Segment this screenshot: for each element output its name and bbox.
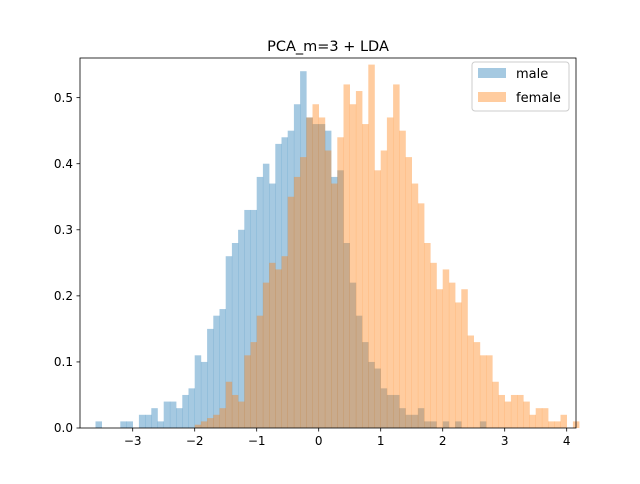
- bar-female: [306, 117, 313, 428]
- bar-female: [244, 355, 251, 428]
- legend-swatch-male: [478, 68, 506, 78]
- bar-female: [238, 402, 245, 428]
- bar-female: [387, 117, 394, 428]
- bar-female: [213, 415, 220, 428]
- bar-female: [437, 289, 444, 428]
- x-tick-label: 0: [315, 434, 323, 448]
- bar-male: [96, 421, 103, 428]
- bar-female: [337, 137, 344, 428]
- bar-female: [226, 382, 233, 428]
- bar-female: [275, 269, 282, 428]
- bar-female: [282, 256, 289, 428]
- bar-female: [449, 283, 456, 428]
- bar-male: [182, 395, 189, 428]
- bar-female: [468, 336, 475, 429]
- y-tick-label: 0.3: [54, 223, 73, 237]
- bar-female: [251, 342, 258, 428]
- bar-female: [517, 395, 524, 428]
- bar-female: [399, 131, 406, 428]
- bar-female: [554, 421, 561, 428]
- x-tick-label: −1: [248, 434, 266, 448]
- bar-female: [455, 302, 462, 428]
- bar-female: [561, 415, 568, 428]
- bar-female: [381, 151, 388, 429]
- bar-male: [238, 230, 245, 428]
- bar-female: [474, 342, 481, 428]
- bar-female: [511, 395, 518, 428]
- bar-female: [201, 421, 208, 428]
- legend-label-male: male: [516, 67, 548, 82]
- bar-female: [257, 316, 264, 428]
- bar-female: [461, 289, 468, 428]
- bar-female: [368, 65, 375, 428]
- x-tick-label: −3: [124, 434, 142, 448]
- legend: male female: [472, 62, 569, 111]
- bar-female: [443, 269, 450, 428]
- bar-male: [195, 355, 202, 428]
- bar-male: [176, 408, 183, 428]
- y-tick-label: 0.4: [54, 157, 73, 171]
- bar-male: [207, 329, 214, 428]
- bar-female: [499, 395, 506, 428]
- x-tick-label: 2: [439, 434, 447, 448]
- bar-male: [139, 415, 146, 428]
- bar-female: [294, 177, 301, 428]
- bar-male: [127, 421, 134, 428]
- bar-female: [523, 402, 530, 428]
- y-tick-label: 0.2: [54, 289, 73, 303]
- bar-female: [492, 382, 499, 428]
- legend-swatch-female: [478, 92, 506, 102]
- bar-female: [530, 415, 537, 428]
- bar-female: [220, 408, 227, 428]
- bar-female: [263, 283, 270, 428]
- bar-male: [189, 388, 196, 428]
- bar-female: [424, 243, 431, 428]
- bar-male: [201, 362, 208, 428]
- bar-female: [548, 421, 555, 428]
- bar-female: [486, 355, 493, 428]
- bar-female: [232, 395, 239, 428]
- bar-female: [406, 157, 413, 428]
- bar-female: [288, 197, 295, 428]
- bar-female: [362, 124, 369, 428]
- bar-female: [344, 84, 351, 428]
- x-tick-label: 3: [501, 434, 509, 448]
- bar-female: [313, 104, 320, 428]
- x-tick-label: 1: [377, 434, 385, 448]
- bar-female: [393, 84, 400, 428]
- bar-female: [418, 203, 425, 428]
- bar-male: [145, 415, 152, 428]
- y-tick-label: 0.1: [54, 355, 73, 369]
- bar-male: [120, 421, 127, 428]
- bar-female: [207, 418, 214, 428]
- bar-female: [325, 151, 332, 429]
- chart-title: PCA_m=3 + LDA: [267, 39, 389, 55]
- bar-female: [542, 408, 549, 428]
- bar-female: [430, 263, 437, 428]
- bar-female: [350, 104, 357, 428]
- y-tick-label: 0.0: [54, 421, 73, 435]
- bar-male: [164, 402, 171, 428]
- bar-male: [213, 316, 220, 428]
- bar-female: [412, 184, 419, 428]
- x-tick-label: 4: [563, 434, 571, 448]
- bar-female: [505, 402, 512, 428]
- bar-female: [319, 117, 326, 428]
- bar-female: [356, 91, 363, 428]
- bar-male: [170, 402, 177, 428]
- x-tick-label: −2: [186, 434, 204, 448]
- bar-female: [195, 425, 202, 428]
- bar-female: [300, 157, 307, 428]
- bar-female: [375, 170, 382, 428]
- bar-female: [480, 355, 487, 428]
- bar-female: [269, 263, 276, 428]
- legend-label-female: female: [516, 91, 561, 106]
- y-tick-label: 0.5: [54, 91, 73, 105]
- bar-male: [158, 421, 165, 428]
- bar-female: [331, 184, 338, 428]
- bar-male: [151, 408, 158, 428]
- bar-female: [536, 408, 543, 428]
